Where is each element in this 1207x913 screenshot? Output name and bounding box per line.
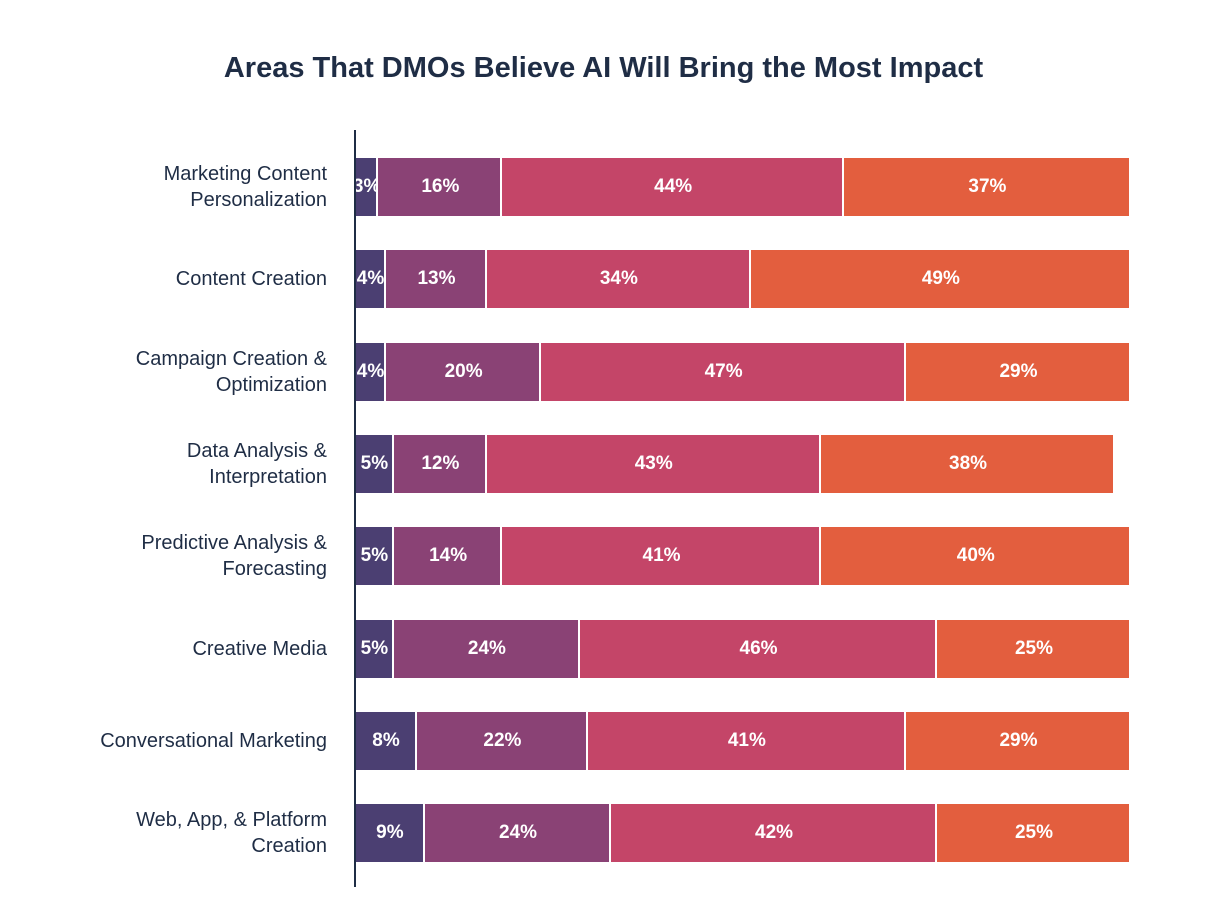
bar-segment bbox=[355, 342, 387, 401]
category-label: Content Creation bbox=[175, 268, 327, 291]
value-label: 20% bbox=[444, 360, 483, 382]
bar-segment bbox=[393, 619, 581, 678]
value-label: 16% bbox=[421, 176, 460, 197]
bar-segment bbox=[393, 527, 503, 586]
bar-segment bbox=[355, 619, 394, 678]
value-label: 13% bbox=[417, 268, 456, 290]
value-label: 24% bbox=[467, 637, 506, 659]
bar-segment bbox=[820, 527, 1131, 586]
chart-title: Areas That DMOs Believe AI Will Bring th… bbox=[223, 52, 984, 84]
value-label: 37% bbox=[968, 176, 1007, 197]
category-label: Campaign Creation & Optimization bbox=[135, 347, 327, 396]
value-label: 44% bbox=[654, 176, 693, 197]
bar-segment bbox=[355, 711, 418, 770]
bar-segment bbox=[386, 342, 542, 401]
value-label: 41% bbox=[727, 729, 766, 751]
bar-segment bbox=[937, 804, 1131, 863]
bar-segment bbox=[502, 158, 844, 216]
value-label: 25% bbox=[1014, 822, 1054, 844]
bar-segment bbox=[355, 158, 379, 216]
category-label: Marketing Content Personalization bbox=[163, 163, 327, 211]
value-label: 12% bbox=[421, 452, 460, 474]
bar-segment bbox=[587, 711, 906, 770]
bar-segment bbox=[417, 711, 588, 770]
bar-segment bbox=[486, 434, 821, 493]
category-label: Data Analysis & Interpretation bbox=[186, 439, 327, 488]
value-label: 40% bbox=[956, 545, 995, 567]
bar-segment bbox=[502, 527, 821, 586]
bar-segment bbox=[905, 711, 1131, 770]
value-label: 24% bbox=[498, 822, 537, 844]
value-label: 43% bbox=[634, 452, 673, 474]
value-label: 5% bbox=[360, 452, 389, 474]
bar-segment bbox=[580, 619, 937, 678]
value-label: 25% bbox=[1014, 637, 1054, 659]
bar-segment bbox=[750, 250, 1131, 309]
category-label: Predictive Analysis & Forecasting bbox=[141, 532, 327, 581]
bar-segment bbox=[611, 804, 937, 863]
value-label: 14% bbox=[429, 545, 468, 567]
value-label: 4% bbox=[356, 360, 385, 382]
bar-segment bbox=[820, 434, 1116, 493]
bar-segment bbox=[378, 158, 503, 216]
value-label: 4% bbox=[356, 268, 385, 290]
value-label: 29% bbox=[999, 360, 1038, 382]
value-label: 38% bbox=[949, 452, 988, 474]
category-label: Creative Media bbox=[192, 637, 327, 660]
value-label: 5% bbox=[360, 545, 389, 567]
bar-segment bbox=[355, 527, 394, 586]
value-label: 3% bbox=[352, 176, 381, 197]
value-label: 46% bbox=[739, 637, 778, 659]
bar-segment bbox=[424, 804, 612, 863]
bar-segment bbox=[843, 158, 1131, 216]
bar-segment bbox=[937, 619, 1131, 678]
y-axis-line bbox=[354, 130, 356, 887]
bar-segment bbox=[355, 804, 425, 863]
bar-segment bbox=[355, 434, 394, 493]
value-label: 34% bbox=[599, 268, 638, 290]
value-label: 47% bbox=[704, 360, 743, 382]
value-label: 5% bbox=[360, 637, 389, 659]
value-label: 22% bbox=[483, 729, 522, 751]
bar-segment bbox=[541, 342, 906, 401]
value-label: 42% bbox=[755, 822, 794, 844]
category-label: Conversational Marketing bbox=[100, 729, 327, 752]
bar-segment bbox=[905, 342, 1131, 401]
value-label: 9% bbox=[376, 822, 404, 844]
bar-segment bbox=[355, 250, 387, 309]
value-label: 8% bbox=[372, 729, 400, 751]
value-label: 41% bbox=[642, 545, 681, 567]
bar-segment bbox=[486, 250, 751, 309]
bar-segment bbox=[393, 434, 487, 493]
value-label: 49% bbox=[921, 268, 960, 290]
category-label: Web, App, & Platform Creation bbox=[136, 809, 327, 858]
value-label: 29% bbox=[999, 729, 1038, 751]
bar-segment bbox=[386, 250, 487, 309]
